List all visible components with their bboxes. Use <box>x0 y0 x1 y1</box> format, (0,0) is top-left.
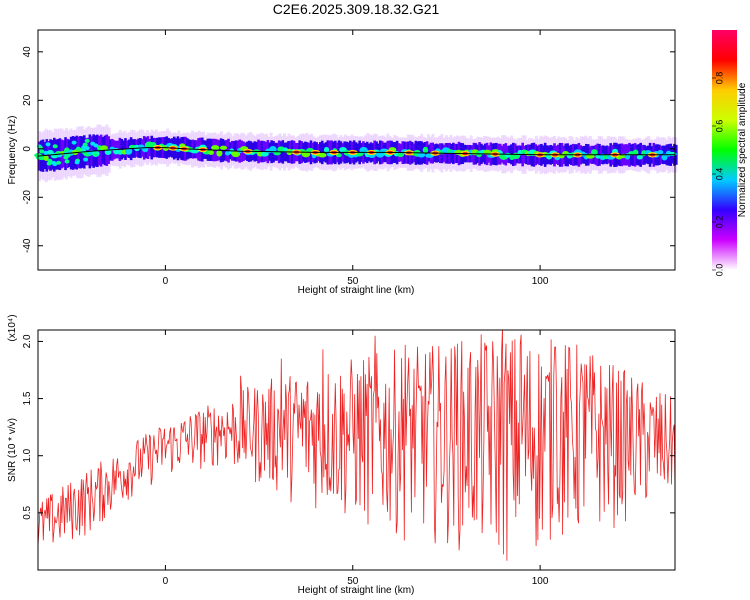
spectrogram-blob <box>65 153 71 158</box>
spectrogram-blob <box>661 153 668 161</box>
spectrogram-x-tick-label: 50 <box>347 276 359 287</box>
spectrogram-blob <box>211 145 220 151</box>
spectrogram-y-tick-label: 20 <box>22 94 33 106</box>
spectrogram-blob <box>71 140 77 145</box>
spectrogram-blob <box>52 144 58 149</box>
spectrogram-y-label: Frequency (Hz) <box>7 116 18 185</box>
spectrogram-blob <box>39 149 45 154</box>
spectrogram-blob <box>117 149 124 155</box>
snr-y-tick-label: 0.5 <box>22 505 33 519</box>
spectrogram-x-label: Height of straight line (km) <box>298 285 415 296</box>
colorbar: 0.0 0.2 0.4 0.6 0.8 Normalized spectral ampl… <box>712 30 748 276</box>
snr-y-tick-label: 1.0 <box>22 448 33 462</box>
spectrogram-blob <box>422 146 429 154</box>
colorbar-ticks: 0.0 0.2 0.4 0.6 0.8 <box>712 72 724 277</box>
spectrogram-blob <box>216 149 223 157</box>
snr-plot-area <box>38 330 675 561</box>
spectrogram-frame <box>37 29 676 271</box>
spectrogram-blob <box>74 160 80 165</box>
snr-x-label: Height of straight line (km) <box>298 585 415 596</box>
spectrogram-trend-line <box>37 147 675 157</box>
snr-x-tick-label: 0 <box>163 576 169 587</box>
spectrogram-blob <box>417 152 426 158</box>
spectrogram-blob <box>269 145 277 153</box>
colorbar-tick-label: 0.8 <box>714 72 724 85</box>
spectrogram-blob <box>668 151 677 156</box>
colorbar-tick-label: 0.2 <box>714 216 724 229</box>
spectrogram-blob <box>323 146 330 154</box>
spectrogram-blob <box>52 162 58 167</box>
spectrogram-blob <box>43 150 49 155</box>
spectrogram-blob <box>43 155 49 161</box>
spectrogram-blob <box>56 160 62 165</box>
snr-y-tick-label: 1.5 <box>22 391 33 405</box>
spectrogram-blob <box>83 157 89 162</box>
snr-panel: 0 50 100 0.5 1.0 1.5 2.0 Height of straight l… <box>7 314 676 596</box>
snr-y-tick-label: 2.0 <box>22 334 33 348</box>
spectrogram-blob <box>124 147 133 155</box>
spectrogram-blob <box>45 142 51 147</box>
spectrogram-blob <box>92 152 98 157</box>
snr-frame <box>37 329 676 571</box>
snr-x-tick-label: 100 <box>532 576 549 587</box>
spectrogram-blob <box>224 151 231 156</box>
spectrogram-blob <box>75 146 81 151</box>
spectrogram-blob <box>657 149 664 155</box>
spectrogram-x-tick-label: 0 <box>163 276 169 287</box>
spectrogram-blob <box>208 150 214 155</box>
trend-line <box>37 147 675 157</box>
spectrogram-panel: 0 50 100 -40 -20 0 20 40 Height of straight li… <box>7 29 678 296</box>
snr-y-axis: 0.5 1.0 1.5 2.0 <box>22 334 675 520</box>
spectrogram-plot-area <box>34 124 678 183</box>
spectrogram-blob <box>219 145 228 150</box>
spectrogram-x-tick-label: 100 <box>532 276 549 287</box>
colorbar-tick-label: 0.4 <box>714 168 724 181</box>
snr-x-axis: 0 50 100 <box>163 330 549 587</box>
spectrogram-blob <box>84 146 90 151</box>
spectrogram-y-axis: -40 -20 0 20 40 <box>22 46 675 253</box>
spectrogram-blob <box>318 152 327 158</box>
spectrogram-blob <box>64 159 70 164</box>
spectrogram-y-tick-label: 0 <box>22 146 33 152</box>
colorbar-tick-label: 0.0 <box>714 264 724 277</box>
spectrogram-blob <box>260 151 269 157</box>
spectrogram-blob <box>100 145 108 151</box>
snr-y-label: SNR (10 * v/v) <box>7 418 18 482</box>
snr-series-line <box>38 330 675 561</box>
spectrogram-x-axis: 0 50 100 <box>163 30 549 287</box>
colorbar-gradient <box>712 30 737 270</box>
spectrogram-blob <box>82 142 88 147</box>
spectrogram-y-tick-label: -20 <box>22 190 33 205</box>
spectrogram-blob <box>632 149 639 156</box>
snr-x-tick-label: 50 <box>347 576 359 587</box>
spectrogram-blob <box>591 149 598 156</box>
spectrogram-y-tick-label: -40 <box>22 238 33 253</box>
spectrogram-blob <box>636 154 643 160</box>
spectrogram-blob <box>84 138 90 143</box>
figure-title: C2E6.2025.309.18.32.G21 <box>273 1 440 17</box>
snr-y-multiplier: (x10⁴) <box>7 314 18 341</box>
spectrogram-y-tick-label: 40 <box>22 46 33 58</box>
colorbar-label: Normalized spectral amplitude <box>737 82 748 217</box>
spectrogram-blob <box>90 141 96 146</box>
colorbar-tick-label: 0.6 <box>714 120 724 133</box>
spectrogram-blob <box>46 161 52 166</box>
